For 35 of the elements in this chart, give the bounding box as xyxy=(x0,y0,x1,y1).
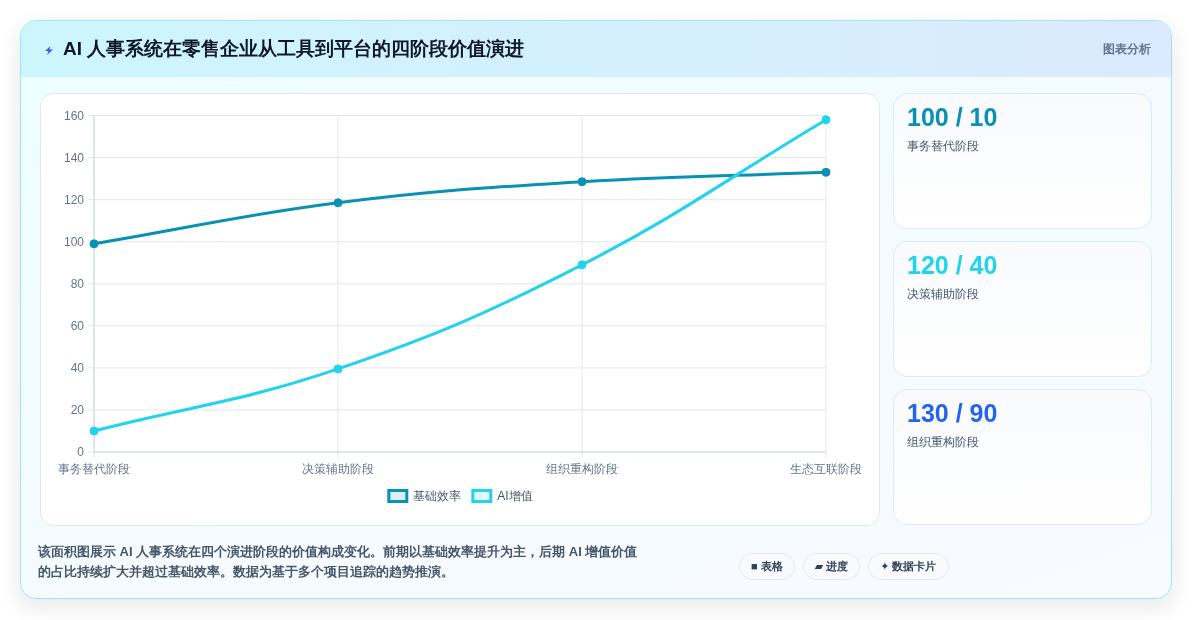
legend-label: AI增值 xyxy=(497,489,533,503)
point xyxy=(821,167,831,177)
text: 决策辅助阶段 xyxy=(907,286,979,303)
x-tick-label: 组织重构阶段 xyxy=(546,462,618,476)
y-tick-label: 0 xyxy=(77,445,85,459)
y-tick-label: 80 xyxy=(70,276,85,291)
point xyxy=(821,115,831,125)
y-tick-label: 40 xyxy=(70,360,85,375)
text: 该面积图展示 AI 人事系统在四个演进阶段的价值构成变化。前期以基础效率提升为主，后期 AI 增值价值的占比持续扩大并超过基础效率。数据为基于多个项目追踪的趋势推演。 xyxy=(38,543,639,581)
text: 120 / 40 xyxy=(907,251,998,280)
text: 130 / 90 xyxy=(907,399,998,428)
y-tick-label: 100 xyxy=(63,234,85,249)
point xyxy=(577,177,587,187)
text: 100 / 10 xyxy=(907,103,998,132)
x-tick-label: 生态互联阶段 xyxy=(790,462,862,476)
point xyxy=(333,364,343,374)
x-tick-label: 决策辅助阶段 xyxy=(302,462,374,476)
legend-label: 基础效率 xyxy=(413,489,462,503)
text: ✦ 数据卡片 xyxy=(868,553,949,580)
y-tick-label: 20 xyxy=(70,402,85,417)
y-tick-label: 60 xyxy=(70,318,85,333)
text: 图表分析 xyxy=(1103,41,1151,58)
text: 事务替代阶段 xyxy=(907,138,979,155)
y-tick-label: 120 xyxy=(63,192,85,207)
y-tick-label: 140 xyxy=(63,150,85,165)
y-tick-label: 160 xyxy=(63,108,85,123)
text: 组织重构阶段 xyxy=(907,434,979,451)
chart-title: AI 人事系统在零售企业从工具到平台的四阶段价值演进 xyxy=(63,37,525,61)
point xyxy=(89,426,99,436)
point xyxy=(333,198,343,208)
point xyxy=(577,260,587,270)
x-tick-label: 事务替代阶段 xyxy=(58,462,130,476)
text: ▰ 进度 xyxy=(802,553,861,580)
text: ■ 表格 xyxy=(739,553,795,580)
point xyxy=(89,239,99,249)
